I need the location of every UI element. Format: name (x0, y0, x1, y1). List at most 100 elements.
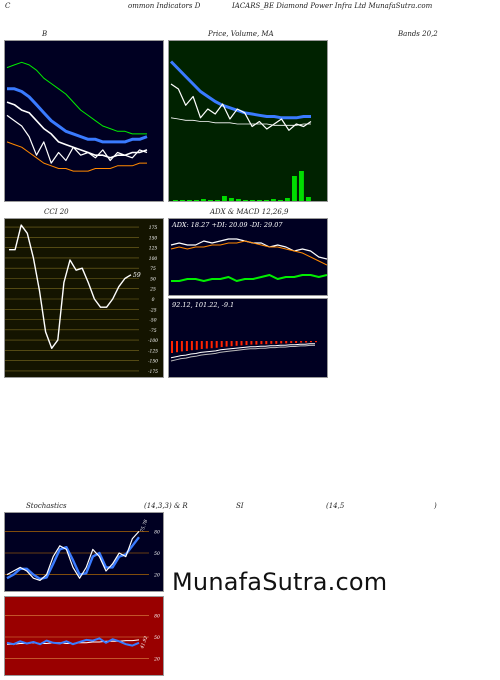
cci-tick-label: -150 (148, 359, 158, 365)
macd-histogram-bar (205, 341, 208, 349)
price-line (170, 83, 312, 131)
volume-bar (194, 200, 199, 201)
stochastics-k-line (6, 530, 140, 582)
macd-value-label: 92.12, 101.22, -9.1 (172, 301, 234, 309)
volume-bar (243, 200, 248, 201)
cci-tick-label: -175 (148, 369, 158, 375)
rsi-value-label: 41.92 (139, 635, 149, 650)
stochastics-bg (5, 513, 163, 591)
macd-histogram-bar (171, 341, 173, 353)
macd-histogram-bar (255, 341, 258, 345)
rsi-bg (5, 597, 163, 675)
macd-histogram-bar (300, 341, 303, 343)
adx-minus-di-line (170, 240, 327, 266)
volume-bar (222, 196, 227, 201)
macd-histogram-bar (225, 341, 228, 347)
cci-tick-label: -75 (149, 328, 156, 334)
volume-bar (250, 200, 255, 201)
volume-bar (180, 200, 185, 201)
bands-label: Bands 20,2 (398, 30, 438, 38)
cci-tick-label: 150 (149, 235, 158, 241)
stochastics-tick-label: 50 (154, 551, 160, 557)
macd-histogram-bar (220, 341, 223, 347)
volume-bar (292, 176, 297, 201)
macd-histogram-bar (275, 341, 278, 344)
stochastics-value-label: 75.78 (139, 519, 149, 533)
cci-tick-label: -25 (149, 307, 156, 313)
volume-bar (264, 200, 269, 201)
rsi-tick-label: 50 (154, 635, 160, 641)
rsi-params-label: (14,5 (326, 502, 345, 510)
volume-bar (306, 197, 311, 201)
rsi-chart: 80 50 20 41.92 (5, 597, 163, 675)
macd-histogram-bar (310, 341, 312, 343)
macd-line (170, 343, 315, 359)
volume-bar (201, 199, 206, 201)
stochastics-tick-label: 20 (153, 573, 160, 579)
adx-panel: ADX: 18.27 +DI: 20.09 -DI: 29.07 (168, 218, 328, 296)
header-left-c: C (5, 2, 11, 10)
volume-bar (173, 200, 178, 201)
volume-bar (257, 200, 262, 201)
cci-tick-label: 25 (149, 287, 156, 293)
cci-tick-label: 75 (150, 266, 156, 272)
macd-histogram-bar (230, 341, 233, 347)
si-label: SI (236, 502, 244, 510)
cci-tick-label: -50 (149, 318, 156, 324)
cci-tick-label: 0 (152, 297, 155, 303)
header-stock-title: IACARS_BE Diamond Power Infra Ltd Munafa… (232, 2, 433, 10)
macd-histogram-bar (180, 341, 183, 352)
macd-histogram-bar (200, 341, 203, 349)
price-panel (168, 40, 328, 202)
volume-bar (229, 198, 234, 201)
rsi-panel: 80 50 20 41.92 (4, 596, 164, 676)
volume-bar (285, 198, 290, 201)
macd-histogram-bar (215, 341, 218, 348)
cci-line (9, 224, 132, 350)
macd-histogram-bar (270, 341, 273, 344)
volume-bar (299, 171, 304, 201)
rsi-params-close: ) (434, 502, 437, 510)
cci-label: CCI 20 (44, 208, 69, 216)
cci-value-label: 59 (133, 272, 141, 279)
cci-bg (5, 219, 163, 377)
price-chart (169, 41, 327, 201)
bb-label: B (42, 30, 48, 38)
cci-tick-label: 50 (150, 276, 156, 282)
adx-value-label: ADX: 18.27 +DI: 20.09 -DI: 29.07 (171, 221, 283, 229)
volume-bar (236, 199, 241, 201)
macd-signal-line (170, 344, 315, 362)
volume-bar (215, 200, 220, 201)
macd-histogram-bar (265, 341, 268, 345)
macd-histogram-bar (260, 341, 263, 345)
cci-panel: 175 150 125 100 75 50 25 0 -25 -50 -75 -100 -125 -150… (4, 218, 164, 378)
stochastics-d-line (6, 536, 140, 581)
stoch-label: Stochastics (26, 502, 67, 510)
bb-upper-line (6, 61, 147, 135)
adx-label: ADX & MACD 12,26,9 (210, 208, 289, 216)
cci-tick-label: 125 (149, 246, 158, 252)
adx-chart: ADX: 18.27 +DI: 20.09 -DI: 29.07 (169, 219, 327, 295)
macd-histogram-bar (190, 341, 193, 351)
bollinger-bg (5, 41, 163, 201)
bb-ma-line (7, 87, 148, 144)
bb-band-line (6, 141, 147, 172)
volume-bar (208, 200, 213, 201)
stochastics-chart: 80 50 20 75.78 (5, 513, 163, 591)
macd-histogram-bar (245, 341, 248, 345)
macd-histogram-bar (176, 341, 178, 353)
header-common-indicators: ommon Indicators D (128, 2, 201, 10)
price-ma2-line (170, 117, 311, 126)
cci-tick-label: 175 (149, 225, 158, 231)
watermark: MunafaSutra.com (172, 568, 388, 596)
macd-histogram-bar (235, 341, 238, 346)
macd-panel: 92.12, 101.22, -9.1 (168, 298, 328, 378)
rsi-tick-label: 80 (154, 613, 160, 619)
price-label: Price, Volume, MA (208, 30, 274, 38)
macd-histogram-bar (305, 341, 308, 343)
macd-histogram-bar (250, 341, 253, 345)
cci-chart: 175 150 125 100 75 50 25 0 -25 -50 -75 -100 -125 -150… (5, 219, 163, 377)
bollinger-chart (5, 41, 163, 201)
volume-bar (271, 199, 276, 201)
cci-tick-label: -100 (148, 338, 158, 344)
